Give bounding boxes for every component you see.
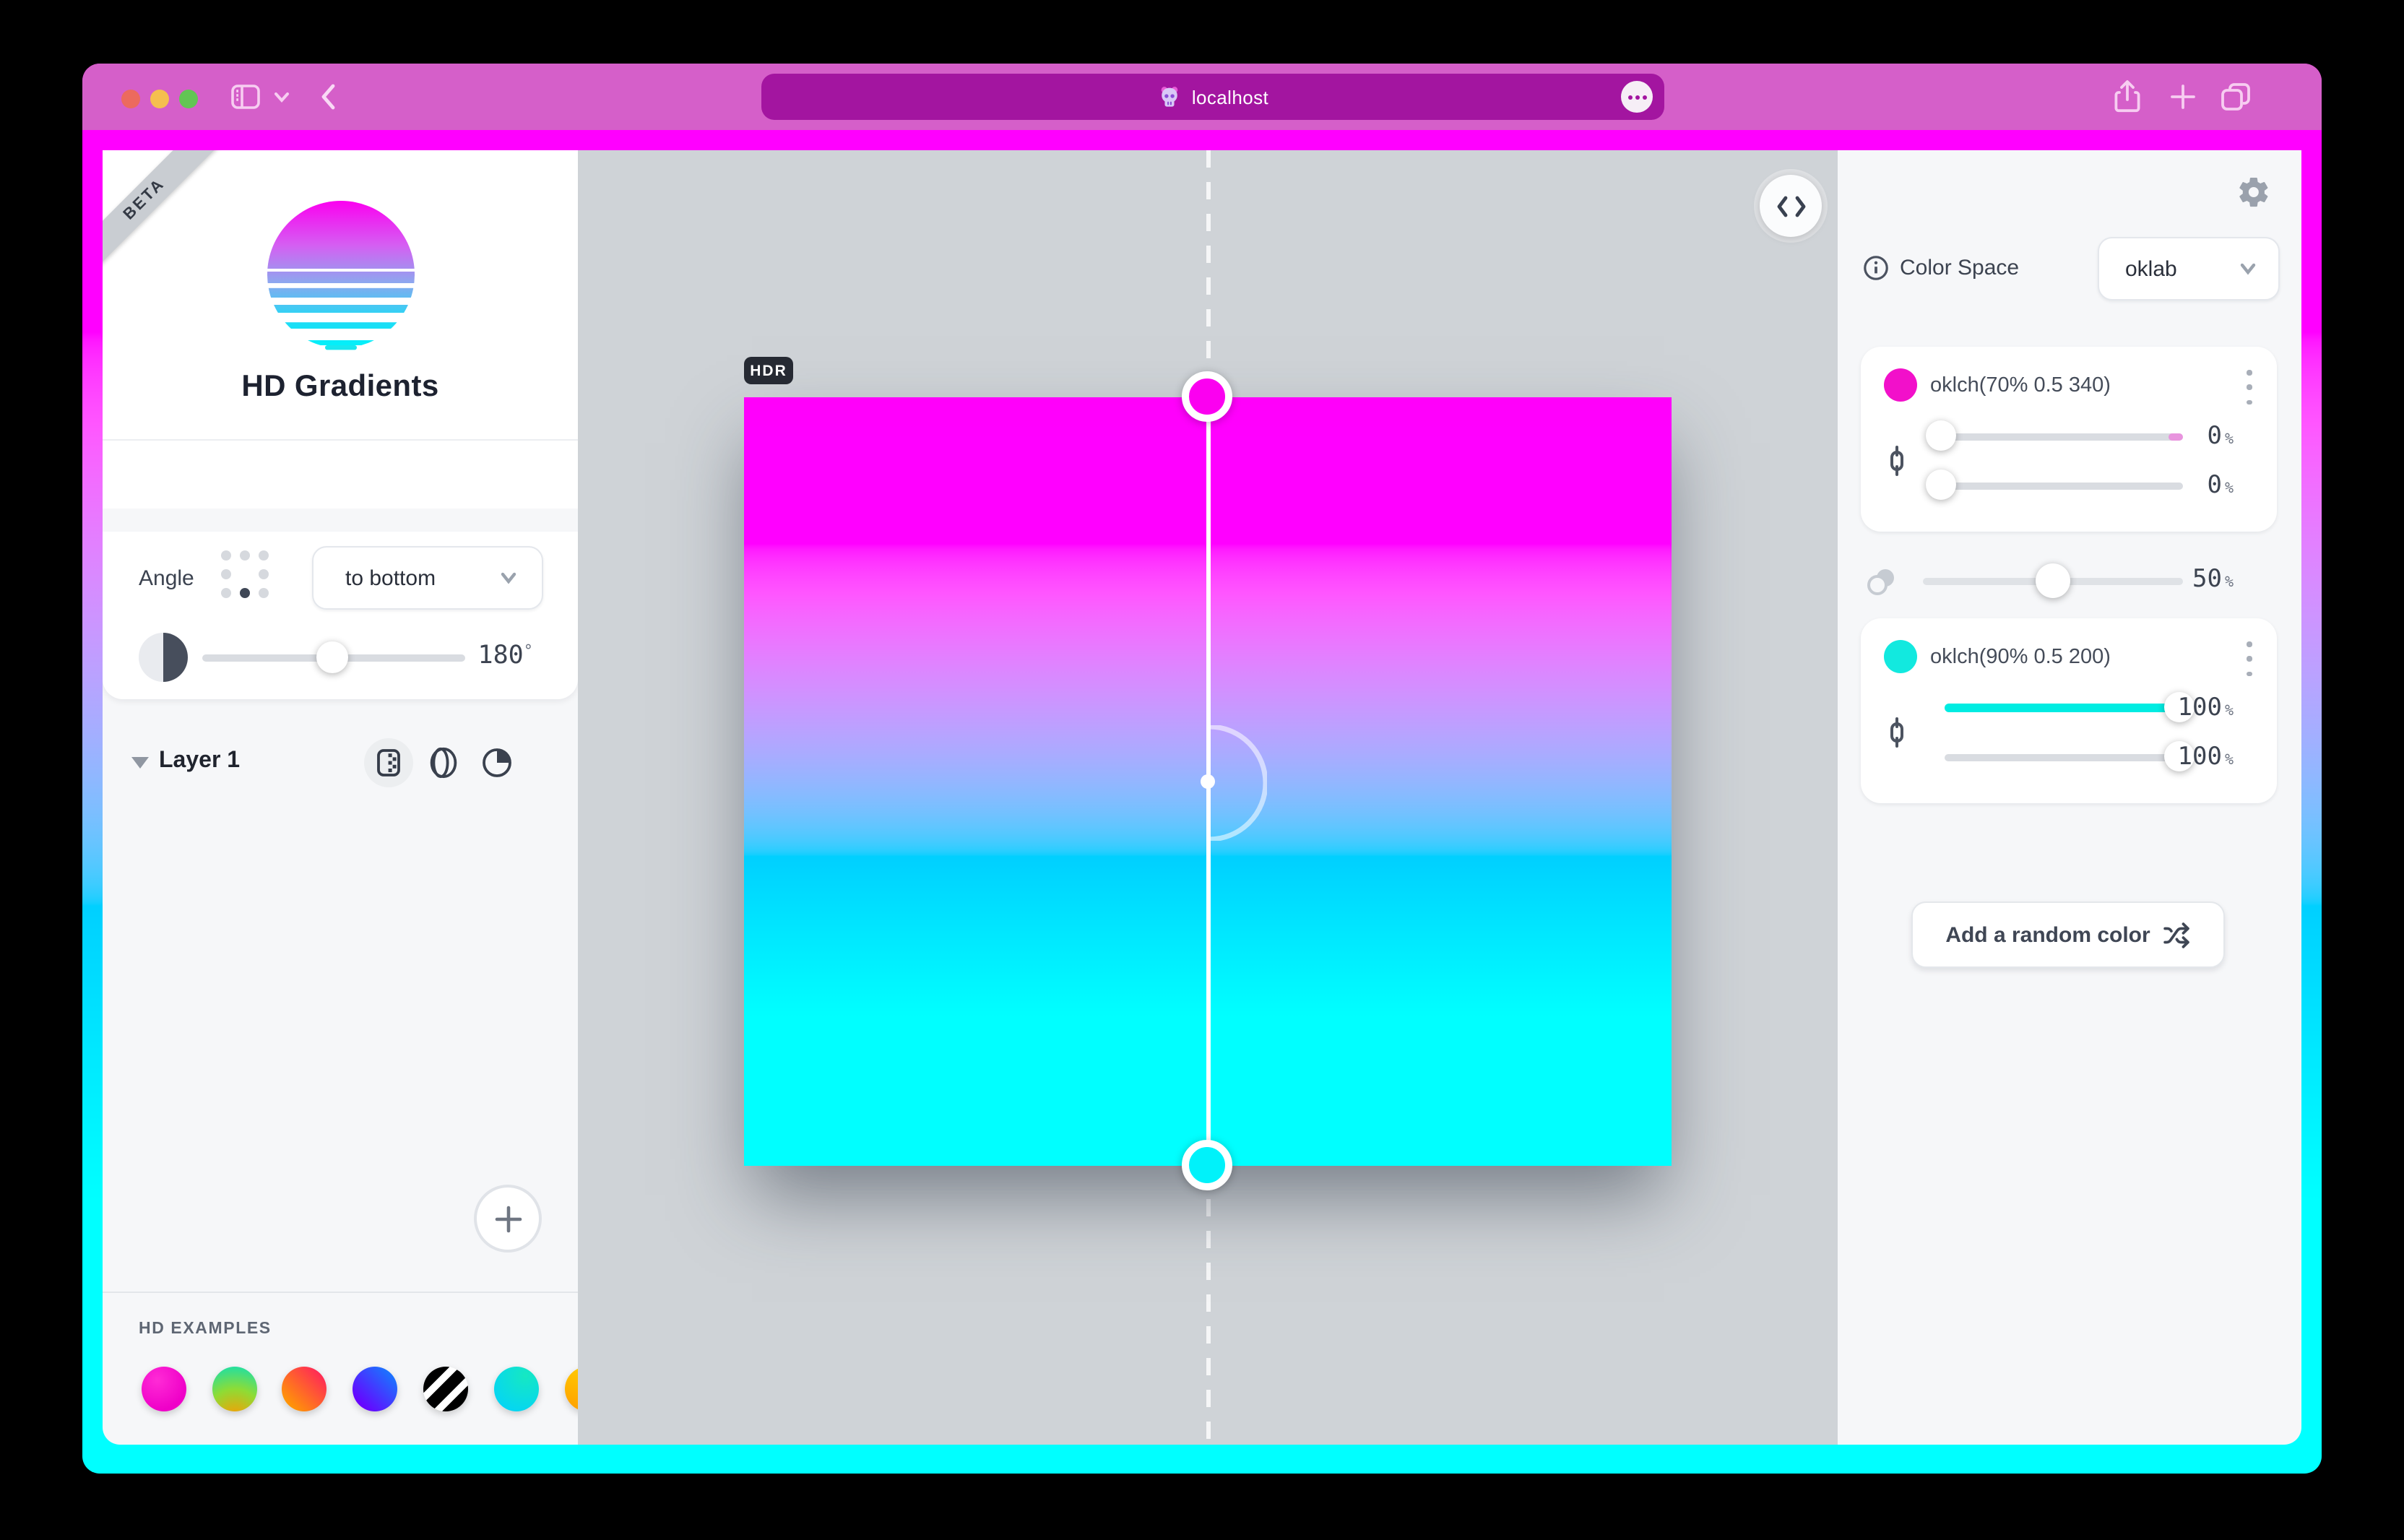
toolbar-chevron-down-icon[interactable] (272, 87, 292, 107)
sidebar-toggle-icon[interactable] (228, 79, 263, 114)
gradient-stop-handle-top[interactable] (1182, 371, 1232, 422)
gear-icon[interactable] (2236, 175, 2271, 209)
conic-gradient-icon[interactable] (472, 738, 522, 787)
stop-2-slider-b-handle[interactable] (2164, 741, 2195, 771)
stop-1-slider-b-track[interactable] (1945, 482, 2183, 489)
example-swatch-pink-orange[interactable] (282, 1367, 327, 1411)
layer-row[interactable]: Layer 1 (103, 439, 578, 787)
radial-gradient-icon[interactable] (419, 738, 468, 787)
divider (103, 439, 578, 441)
example-swatch-yellow-orange[interactable] (565, 1367, 578, 1411)
close-button[interactable] (121, 89, 140, 108)
angle-value: 180° (477, 641, 533, 670)
stop-1-value-a: 0% (2207, 422, 2234, 451)
example-swatch-mint-lime-orange[interactable] (212, 1367, 256, 1411)
stop-2-slider-a-handle[interactable] (2164, 692, 2195, 722)
stop-1-menu-icon[interactable] (2239, 367, 2260, 407)
stop-1-label: oklch(70% 0.5 340) (1930, 374, 2111, 397)
example-swatch-black-white-stripes[interactable] (423, 1367, 468, 1411)
stop-2-slider-b-track[interactable] (1945, 753, 2183, 761)
angle-arc (1209, 725, 1267, 841)
example-swatch-blue-violet[interactable] (353, 1367, 397, 1411)
url-text: localhost (1191, 86, 1269, 108)
stop-1-slider-a-track[interactable] (1945, 433, 2183, 440)
color-stop-card-1: oklch(70% 0.5 340) 0% (1861, 347, 2277, 532)
stop-2-swatch[interactable] (1883, 639, 1916, 672)
hd-examples-label: HD EXAMPLES (139, 1320, 272, 1338)
color-space-select[interactable]: oklab (2098, 237, 2280, 300)
chevron-down-icon (2238, 259, 2258, 279)
color-space-label: Color Space (1900, 256, 2020, 280)
divider (103, 1292, 578, 1293)
zoom-button[interactable] (179, 89, 198, 108)
gradient-center-dot[interactable] (1201, 774, 1215, 789)
minimize-button[interactable] (150, 89, 169, 108)
layer-name: Layer 1 (159, 748, 241, 773)
midpoint-blend-icon (1862, 563, 1900, 601)
stop-1-swatch[interactable] (1883, 368, 1916, 401)
add-random-color-label: Add a random color (1945, 922, 2150, 947)
stop-2-value-a: 100% (2177, 693, 2234, 722)
direction-value: to bottom (345, 566, 436, 590)
browser-toolbar: localhost (82, 64, 2322, 130)
angle-label: Angle (139, 566, 194, 591)
chevron-down-icon (498, 568, 519, 588)
color-stop-card-2: oklch(90% 0.5 200) 100% 100% (1861, 618, 2277, 803)
color-space-value: oklab (2125, 256, 2177, 281)
browser-window: localhost (82, 64, 2322, 1474)
address-bar[interactable]: localhost (761, 74, 1664, 120)
ellipsis-icon[interactable] (1621, 81, 1653, 113)
stop-2-value-b: 100% (2177, 743, 2234, 771)
layer-disclosure-icon[interactable] (131, 757, 149, 769)
direction-select[interactable]: to bottom (312, 546, 543, 610)
stop-2-menu-icon[interactable] (2239, 639, 2260, 679)
info-icon[interactable] (1862, 254, 1890, 282)
direction-grid[interactable] (221, 550, 269, 598)
new-tab-icon[interactable] (2167, 81, 2199, 113)
shuffle-icon (2163, 921, 2191, 948)
app-logo (256, 189, 426, 360)
angle-dial-icon (139, 633, 188, 682)
direction-bottom-dot[interactable] (240, 588, 250, 598)
stop-1-link-icon[interactable] (1880, 444, 1914, 478)
back-icon[interactable] (314, 79, 345, 114)
example-swatch-cyan-teal[interactable] (494, 1367, 539, 1411)
angle-slider-handle[interactable] (316, 641, 348, 673)
share-icon[interactable] (2111, 78, 2144, 116)
midpoint-slider-handle[interactable] (2036, 563, 2070, 598)
add-layer-button[interactable] (474, 1185, 542, 1253)
add-random-color-button[interactable]: Add a random color (1911, 901, 2225, 968)
gradient-stop-handle-bottom[interactable] (1182, 1140, 1232, 1190)
midpoint-value: 50% (2192, 565, 2234, 594)
code-toggle-button[interactable] (1760, 175, 1822, 237)
stop-1-value-b: 0% (2207, 471, 2234, 500)
stop-2-label: oklch(90% 0.5 200) (1930, 646, 2111, 669)
sidebar: BETA (103, 150, 578, 1445)
stop-1-slider-a-handle[interactable] (1926, 420, 1956, 451)
stop-1-slider-b-handle[interactable] (1926, 470, 1956, 500)
favicon-skull-icon (1157, 85, 1182, 109)
stop-2-link-icon[interactable] (1880, 715, 1914, 750)
hdr-badge: HDR (744, 357, 793, 384)
app-title: HD Gradients (241, 370, 439, 403)
canvas: HDR (578, 150, 1838, 1445)
example-swatch-magenta[interactable] (142, 1367, 186, 1411)
stop-2-slider-a-track[interactable] (1945, 704, 2183, 712)
color-panel: Color Space oklab oklch(70% 0.5 340) (1838, 150, 2301, 1445)
tabs-overview-icon[interactable] (2218, 79, 2254, 116)
dither-gradient-icon[interactable] (364, 738, 413, 787)
